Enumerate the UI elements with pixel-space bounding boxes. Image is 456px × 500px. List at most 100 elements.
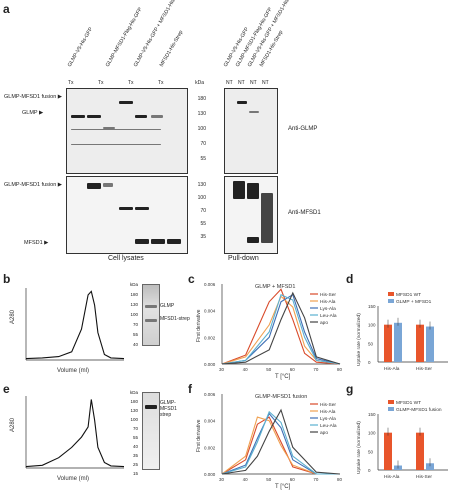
lane-sub-label: NT [238,80,245,86]
gel-e-marker: 100 [130,417,138,422]
chart-c-series-3 [221,293,341,365]
chart-f-xtick: 70 [313,477,319,482]
marker-kda-label: kDa [195,80,204,86]
chart-d-legend-swatch [388,292,394,296]
marker-bottom: 100 [197,195,206,201]
chart-d-ylabel: Uptake rate (normalized) [356,313,362,366]
chart-c-legend-label: His-Ser [320,292,336,298]
marker-top: 100 [197,126,206,132]
chart-g-legend-swatch [388,400,394,404]
marker-bottom: 35 [200,234,206,240]
chart-d-bar [426,326,434,362]
chart-e-trace [25,399,125,468]
panel-letter-a: a [3,2,10,16]
chart-c-xtick: 60 [290,367,296,372]
chart-f-ytick: 0.004 [204,419,216,424]
chart-f-series-1 [221,416,340,475]
chart-c-xtick: 40 [243,367,249,372]
chart-f-title: GLMP-MFSD1 fusion [255,394,307,400]
chart-f-xtick: 40 [243,477,249,482]
lane-sub-label: NT [250,80,257,86]
lane-label: GLMP-V5-His-GFP [66,26,95,68]
chart-g-legend-label: GLMP-MFSD1 fusion [396,407,442,413]
gel-e-marker: 35 [132,453,138,458]
gel-e-marker: 55 [132,435,138,440]
blot-lysate-mfsd1 [66,176,188,254]
chart-g-ytick: 100 [368,431,376,436]
chart-c-ylabel: First derivative [196,309,202,342]
antibody-mfsd1-label: Anti-MFSD1 [288,210,321,216]
chart-d-ytick: 0 [368,360,371,365]
chart-e-ylabel: A280 [10,417,16,432]
blot-pulldown-mfsd1 [224,176,278,254]
gel-b [142,284,160,346]
marker-top: 180 [197,96,206,102]
lane-sub-label: Tx [158,80,164,86]
marker-top: 130 [197,111,206,117]
chart-c-ytick: 0.004 [204,309,216,314]
panel-letter-d: d [346,272,354,286]
chart-f-legend-label: His-Ala [320,409,336,415]
chart-f-xtick: 80 [337,477,343,482]
gel-e-marker: 130 [130,408,138,413]
chart-d-bar [394,322,402,362]
chart-g-bar [426,463,434,470]
gel-b-label-mfsd1: MFSD1-strep [160,316,190,322]
arrow-glmp: GLMP ▶ [22,110,44,116]
chart-d-legend-swatch [388,299,394,303]
gel-e-marker: 25 [132,462,138,467]
chart-c-legend-label: Leu-Ala [320,313,337,319]
chart-f-legend-label: Lys-Ala [320,416,336,422]
chart-g-ylabel: Uptake rate (normalized) [356,421,362,474]
chart-f-ytick: 0.000 [204,472,216,477]
blot-pulldown-glmp [224,88,278,174]
lane-sub-label: Tx [98,80,104,86]
chart-g-category: His-Ser [416,474,432,480]
panel-letter-c: c [188,272,195,286]
gel-b-marker: 40 [132,342,138,347]
panel-letter-b: b [3,272,11,286]
chart-g-ytick: 150 [368,412,376,417]
lane-sub-label: NT [262,80,269,86]
gel-b-marker: 100 [130,312,138,317]
chart-c-xlabel: T [°C] [275,374,291,380]
gel-e-marker: 70 [132,426,138,431]
chart-f-ytick: 0.002 [204,445,216,450]
chart-c-xtick: 30 [219,367,225,372]
arrow-glmp-mfsd1-fusion-top: GLMP-MFSD1 fusion ▶ [4,94,63,100]
marker-bottom: 130 [197,182,206,188]
chart-d-bar [384,324,392,362]
chart-g-ytick: 0 [368,468,371,473]
chart-c-series-4 [221,291,341,365]
arrow-mfsd1: MFSD1 ▶ [24,240,49,246]
chart-c-ytick: 0.002 [204,335,216,340]
chart-f-series-0 [221,416,340,475]
chart-g-legend-label: MFSD1 WT [396,400,421,406]
panel-letter-e: e [3,382,10,396]
chart-f-xtick: 50 [266,477,272,482]
lane-sub-label: Tx [68,80,74,86]
gel-b-marker: kDa [129,282,138,287]
chart-d-legend-label: MFSD1 WT [396,292,421,298]
chart-f-series-2 [221,412,340,475]
chart-g-legend-swatch [388,407,394,411]
chart-d-legend-label: GLMP + MFSD1 [396,299,432,305]
marker-bottom: 70 [200,208,206,214]
chart-d-category: His-Ser [416,366,432,372]
gel-b-marker: 130 [130,302,138,307]
chart-c-xtick: 70 [313,367,319,372]
chart-f-series-4 [221,408,341,475]
chart-c-legend-label: apo [320,321,328,326]
chart-f-ytick: 0.006 [204,392,216,397]
chart-g-category: His-Ala [384,474,400,480]
antibody-glmp-label: Anti-GLMP [288,126,318,132]
gel-b-marker: 55 [132,332,138,337]
chart-b-ylabel: A280 [10,309,16,324]
chart-e-xlabel: Volume (ml) [57,476,89,482]
chart-g-bar [416,432,424,470]
chart-f-legend-label: apo [320,431,328,436]
chart-f-xtick: 60 [290,477,296,482]
chart-d-category: His-Ala [384,366,400,372]
chart-c-xtick: 80 [337,367,343,372]
chart-f-xtick: 30 [219,477,225,482]
